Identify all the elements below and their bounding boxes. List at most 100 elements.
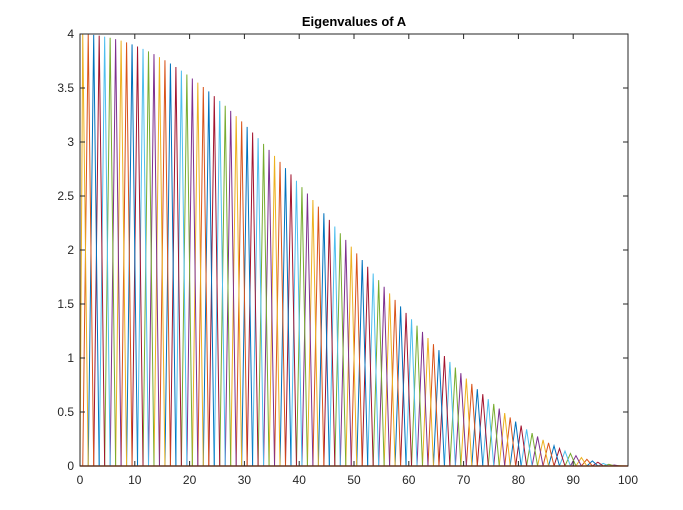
series-line-82 — [175, 70, 188, 467]
x-tick-label: 30 — [238, 473, 252, 487]
series-line-44 — [383, 293, 396, 467]
series-line-22 — [504, 417, 517, 467]
series-line-94 — [109, 39, 122, 467]
series-line-77 — [202, 91, 215, 467]
series-line-11 — [564, 452, 577, 467]
series-line-95 — [104, 37, 117, 467]
series-line-34 — [438, 356, 451, 467]
series-line-58 — [306, 200, 319, 467]
series-line-13 — [553, 446, 566, 467]
series-line-41 — [400, 312, 413, 467]
series-line-18 — [526, 432, 539, 467]
series-line-68 — [252, 138, 265, 467]
series-line-73 — [224, 110, 237, 467]
series-line-55 — [323, 219, 336, 467]
x-tick-label: 80 — [512, 473, 526, 487]
series-line-67 — [257, 143, 270, 467]
series-line-14 — [548, 443, 560, 467]
series-line-61 — [290, 180, 303, 467]
y-tick-label: 4 — [67, 27, 74, 41]
series-line-69 — [246, 132, 259, 467]
series-line-46 — [372, 280, 385, 467]
x-tick-label: 40 — [293, 473, 307, 487]
series-line-64 — [274, 161, 286, 467]
y-tick-label: 1.5 — [57, 297, 74, 311]
series-line-35 — [432, 350, 445, 467]
series-line-83 — [169, 66, 182, 467]
series-line-26 — [482, 399, 495, 467]
series-line-56 — [317, 213, 330, 467]
series-line-15 — [542, 442, 555, 467]
series-line-75 — [213, 100, 226, 467]
series-line-89 — [137, 48, 149, 467]
series-line-72 — [230, 116, 243, 467]
series-line-85 — [158, 60, 171, 467]
series-line-53 — [334, 233, 347, 467]
y-tick-label: 2 — [67, 243, 74, 257]
series-line-33 — [443, 361, 456, 467]
x-tick-label: 90 — [567, 473, 581, 487]
series-line-23 — [498, 412, 511, 467]
series-line-97 — [93, 35, 106, 467]
series-line-6 — [592, 461, 604, 467]
series-line-38 — [416, 331, 429, 467]
x-axis: 0 10 20 30 40 50 60 70 80 90 100 — [77, 34, 638, 487]
series-lines — [79, 34, 629, 467]
series-line-17 — [531, 436, 544, 467]
series-line-50 — [350, 253, 363, 467]
series-line-90 — [131, 46, 144, 467]
series-line-20 — [515, 425, 528, 467]
series-line-54 — [328, 226, 341, 467]
y-tick-label: 3 — [67, 135, 74, 149]
series-line-80 — [186, 78, 199, 467]
x-tick-label: 20 — [183, 473, 197, 487]
series-line-43 — [389, 299, 402, 467]
series-line-32 — [449, 367, 462, 467]
series-line-8 — [581, 458, 593, 467]
series-line-39 — [411, 325, 423, 467]
series-line-52 — [339, 239, 352, 467]
series-line-47 — [367, 273, 380, 467]
chart-title: Eigenvalues of A — [302, 14, 407, 29]
series-line-5 — [597, 462, 610, 467]
series-line-7 — [586, 460, 599, 467]
series-line-65 — [268, 155, 281, 467]
series-line-49 — [356, 260, 369, 467]
series-line-28 — [471, 389, 484, 467]
series-line-31 — [454, 373, 467, 467]
series-line-9 — [575, 456, 588, 467]
series-line-62 — [285, 174, 297, 467]
series-line-30 — [460, 378, 473, 467]
series-line-81 — [180, 74, 193, 467]
series-line-12 — [559, 449, 571, 467]
series-line-51 — [345, 246, 358, 467]
series-line-66 — [263, 149, 276, 467]
series-line-78 — [197, 86, 210, 467]
x-tick-label: 70 — [457, 473, 471, 487]
y-tick-label: 0.5 — [57, 405, 74, 419]
series-line-19 — [520, 429, 533, 467]
y-tick-label: 3.5 — [57, 81, 74, 95]
x-tick-label: 60 — [402, 473, 416, 487]
series-line-57 — [312, 206, 325, 467]
y-tick-label: 2.5 — [57, 189, 74, 203]
x-tick-label: 10 — [128, 473, 142, 487]
series-line-16 — [537, 439, 550, 467]
series-line-48 — [361, 266, 374, 467]
series-line-21 — [509, 421, 522, 467]
x-tick-label: 0 — [77, 473, 84, 487]
series-line-71 — [235, 121, 248, 467]
series-line-92 — [120, 42, 133, 467]
series-line-25 — [487, 403, 500, 467]
series-line-74 — [219, 105, 232, 467]
y-tick-label: 0 — [67, 459, 74, 473]
series-line-86 — [153, 57, 166, 467]
series-line-45 — [378, 286, 391, 467]
series-line-37 — [422, 338, 434, 467]
y-axis: 0 0.5 1 1.5 2 2.5 3 3.5 4 — [57, 27, 628, 473]
series-line-29 — [465, 383, 478, 467]
series-line-93 — [115, 40, 128, 467]
series-line-63 — [279, 168, 292, 467]
